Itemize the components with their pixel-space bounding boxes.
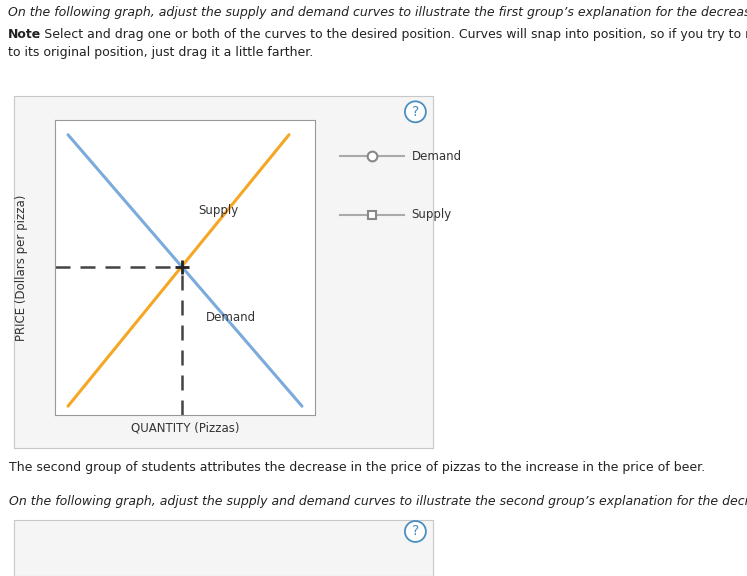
Text: ?: ?	[412, 525, 419, 539]
Text: The second group of students attributes the decrease in the price of pizzas to t: The second group of students attributes …	[9, 461, 705, 474]
Text: On the following graph, adjust the supply and demand curves to illustrate the se: On the following graph, adjust the suppl…	[9, 495, 747, 508]
Text: ?: ?	[412, 105, 419, 119]
Text: On the following graph, adjust the supply and demand curves to illustrate the fi: On the following graph, adjust the suppl…	[8, 6, 747, 19]
Text: Note: Note	[8, 28, 41, 41]
Text: : Select and drag one or both of the curves to the desired position. Curves will: : Select and drag one or both of the cur…	[36, 28, 747, 41]
Text: Demand: Demand	[206, 310, 256, 324]
X-axis label: QUANTITY (Pizzas): QUANTITY (Pizzas)	[131, 422, 239, 435]
Text: PRICE (Dollars per pizza): PRICE (Dollars per pizza)	[15, 194, 28, 340]
Text: Demand: Demand	[412, 150, 462, 162]
Text: Supply: Supply	[412, 208, 452, 221]
Text: to its original position, just drag it a little farther.: to its original position, just drag it a…	[8, 46, 313, 59]
Text: Supply: Supply	[198, 204, 238, 217]
